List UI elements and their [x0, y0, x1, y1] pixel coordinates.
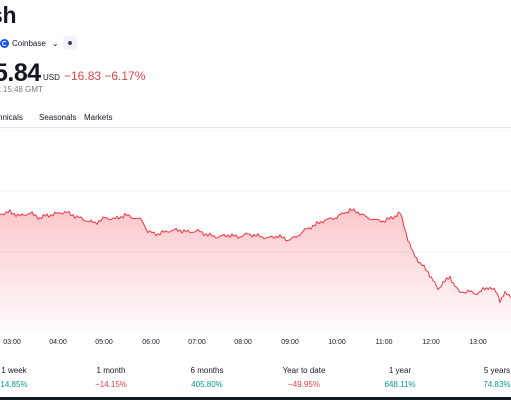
exchange-name: Coinbase — [12, 39, 46, 48]
x-axis: 03:00 04:00 05:00 06:00 07:00 08:00 09:00 10:00… — [3, 339, 487, 346]
performance-label: 1 month — [96, 366, 126, 375]
performance-value: 405.80% — [191, 380, 223, 389]
performance-item[interactable]: 5 years 74.83% — [457, 366, 511, 389]
performance-row: 1 week 14.85% 1 month −14.15% 6 months 405.80… — [0, 366, 511, 400]
exchange-selector[interactable]: Coinbase ⌄ — [0, 36, 59, 51]
price-line — [0, 207, 511, 305]
last-price: 5.84 — [0, 59, 41, 87]
performance-item[interactable]: 1 month −14.15% — [71, 366, 151, 389]
x-tick-label: 07:00 — [188, 339, 206, 346]
tab-markets[interactable]: Markets — [84, 113, 113, 122]
x-tick-label: 06:00 — [142, 339, 160, 346]
price-change: −16.83 −6.17% — [64, 69, 146, 83]
status-dot-icon — [68, 41, 72, 45]
x-tick-label: 10:00 — [328, 339, 346, 346]
performance-item[interactable]: Year to date −49.95% — [264, 366, 344, 389]
price-timestamp: at 15:48 GMT — [0, 85, 43, 94]
market-status-button[interactable] — [63, 36, 77, 50]
tab-technicals[interactable]: chnicals — [0, 113, 23, 122]
x-tick-label: 03:00 — [3, 339, 21, 346]
performance-value: 648.11% — [384, 380, 416, 389]
performance-item[interactable]: 1 year 648.11% — [360, 366, 440, 389]
performance-label: 1 week — [1, 366, 27, 375]
performance-value: 14.85% — [0, 380, 28, 389]
performance-label: 1 year — [388, 366, 412, 375]
performance-label: Year to date — [282, 366, 326, 375]
performance-item[interactable]: 1 week 14.85% — [0, 366, 54, 389]
performance-value: 74.83% — [483, 380, 511, 389]
bottom-border — [0, 397, 511, 400]
x-tick-label: 04:00 — [49, 339, 67, 346]
performance-item[interactable]: 6 months 405.80% — [167, 366, 247, 389]
tabs-divider — [0, 127, 511, 128]
x-tick-label: 09:00 — [281, 339, 299, 346]
x-tick-label: 13:00 — [469, 339, 487, 346]
tab-seasonals[interactable]: Seasonals — [39, 113, 77, 122]
price-area — [0, 208, 511, 330]
price-currency: USD — [43, 73, 60, 82]
coinbase-logo-icon — [0, 39, 9, 48]
symbol-title: sh — [0, 2, 17, 28]
x-tick-label: 11:00 — [376, 339, 393, 346]
x-tick-label: 12:00 — [422, 339, 440, 346]
performance-value: −49.95% — [288, 380, 320, 389]
performance-value: −14.15% — [95, 380, 127, 389]
price-chart[interactable]: 03:00 04:00 05:00 06:00 07:00 08:00 09:00 10:00… — [0, 130, 511, 360]
chevron-down-icon: ⌄ — [51, 39, 59, 48]
performance-label: 6 months — [190, 366, 224, 375]
x-tick-label: 08:00 — [234, 339, 252, 346]
x-tick-label: 05:00 — [95, 339, 113, 346]
performance-label: 5 years — [483, 366, 511, 375]
